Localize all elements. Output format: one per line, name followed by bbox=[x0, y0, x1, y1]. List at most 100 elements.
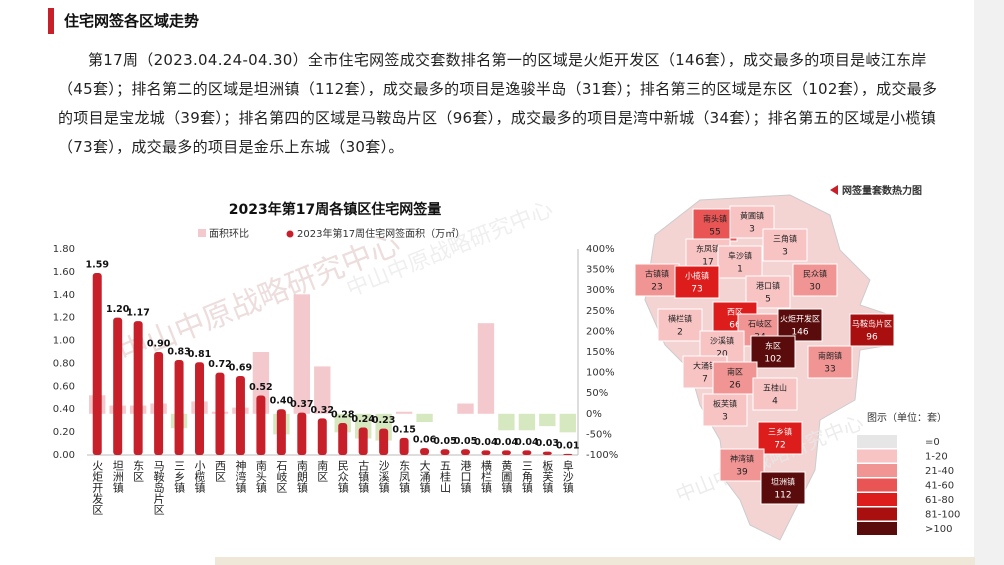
chart-title: 2023年第17周各镇区住宅网签量 bbox=[229, 201, 441, 218]
summary-paragraph: 第17周（2023.04.24-04.30）全市住宅网签成交套数排名第一的区域是… bbox=[58, 51, 938, 156]
x-tick-label: 东凤镇 bbox=[398, 460, 411, 494]
area-bar bbox=[113, 317, 123, 455]
map-title: 网签量套数热力图 bbox=[842, 184, 922, 197]
region-name: 南区 bbox=[727, 367, 743, 377]
region-name: 马鞍岛片区 bbox=[852, 319, 892, 329]
value-label: 0.05 bbox=[454, 436, 477, 447]
legend-bin-label: 61-80 bbox=[925, 495, 954, 506]
legend-bin-label: 1-20 bbox=[925, 452, 948, 463]
value-label: 0.83 bbox=[167, 347, 190, 358]
region-value: 4 bbox=[772, 397, 778, 407]
y2-tick-label: 150% bbox=[586, 347, 615, 358]
y2-tick-label: -100% bbox=[586, 450, 618, 461]
map-region bbox=[807, 345, 853, 379]
region-name: 阜沙镇 bbox=[728, 251, 752, 261]
map-region bbox=[712, 361, 758, 395]
area-bar bbox=[297, 412, 307, 455]
area-bar bbox=[338, 422, 348, 455]
area-bar bbox=[317, 418, 327, 455]
value-label: 0.90 bbox=[147, 339, 171, 350]
x-tick-label: 民众镇 bbox=[336, 460, 349, 494]
ratio-bar bbox=[293, 294, 310, 414]
map-region bbox=[752, 377, 798, 411]
x-tick-label: 三乡镇 bbox=[173, 460, 186, 494]
map-region bbox=[849, 313, 895, 347]
y2-tick-label: 300% bbox=[586, 285, 615, 296]
region-value: 3 bbox=[749, 225, 755, 235]
y2-tick-label: 100% bbox=[586, 368, 615, 379]
area-bar bbox=[460, 449, 470, 455]
map-title-icon bbox=[830, 185, 838, 195]
region-value: 39 bbox=[736, 468, 748, 478]
x-tick-label: 沙溪镇 bbox=[377, 460, 390, 494]
value-label: 0.03 bbox=[536, 438, 559, 449]
region-name: 东区 bbox=[765, 341, 781, 351]
y-tick-label: 1.20 bbox=[53, 313, 75, 324]
legend-bin bbox=[857, 507, 897, 521]
legend-bin bbox=[857, 435, 897, 448]
ratio-bar bbox=[416, 413, 433, 423]
region-name: 西区 bbox=[727, 308, 743, 317]
area-bar bbox=[522, 450, 532, 455]
region-value: 1 bbox=[737, 265, 743, 275]
value-label: 0.01 bbox=[556, 440, 579, 451]
value-label: 0.23 bbox=[372, 415, 395, 426]
area-bar bbox=[563, 453, 573, 455]
value-label: 1.59 bbox=[86, 260, 109, 271]
region-value: 33 bbox=[824, 365, 835, 375]
x-tick-label: 西区 bbox=[213, 460, 226, 482]
value-label: 0.04 bbox=[515, 437, 539, 448]
x-tick-label: 五桂山 bbox=[439, 460, 452, 493]
area-bar bbox=[501, 450, 511, 455]
y2-tick-label: 50% bbox=[586, 388, 608, 399]
x-tick-label: 黄圃镇 bbox=[500, 459, 513, 494]
legend-bin bbox=[857, 522, 897, 535]
map-region bbox=[792, 263, 838, 297]
y-tick-label: 1.40 bbox=[53, 290, 75, 301]
ratio-bar bbox=[518, 413, 536, 431]
value-label: 0.04 bbox=[474, 437, 498, 448]
value-label: 0.72 bbox=[208, 359, 231, 370]
legend-bin-label: 21-40 bbox=[925, 466, 954, 477]
region-name: 小榄镇 bbox=[685, 271, 709, 281]
y-tick-label: 0.60 bbox=[53, 381, 75, 392]
area-bar bbox=[379, 428, 389, 455]
area-bar bbox=[154, 352, 164, 455]
y-tick-label: 1.00 bbox=[53, 336, 75, 347]
x-tick-label: 坦洲镇 bbox=[111, 459, 124, 494]
x-tick-label: 小榄镇 bbox=[193, 460, 206, 494]
x-tick-label: 港口镇 bbox=[459, 460, 472, 494]
ratio-bar bbox=[539, 413, 556, 427]
legend-bin bbox=[857, 464, 897, 477]
region-value: 3 bbox=[722, 413, 728, 423]
x-tick-label: 三角镇 bbox=[520, 460, 533, 494]
ratio-bar bbox=[457, 403, 474, 414]
region-name: 三角镇 bbox=[773, 234, 797, 244]
area-bar bbox=[215, 372, 225, 455]
region-name: 石岐区 bbox=[748, 319, 772, 329]
x-tick-label: 板芙镇 bbox=[541, 459, 554, 494]
y2-tick-label: 200% bbox=[586, 326, 615, 337]
x-tick-label: 大涌镇 bbox=[418, 459, 431, 494]
legend-bin bbox=[857, 478, 897, 492]
region-value: 20 bbox=[716, 350, 728, 360]
legend-bin-label: =0 bbox=[925, 437, 940, 448]
value-label: 0.52 bbox=[249, 382, 272, 393]
region-value: 2 bbox=[677, 328, 683, 338]
area-bar bbox=[276, 409, 286, 455]
y-tick-label: 1.60 bbox=[53, 267, 75, 278]
x-tick-label: 东区 bbox=[132, 460, 145, 482]
ratio-bar bbox=[559, 413, 576, 433]
value-label: 0.69 bbox=[229, 363, 252, 374]
x-tick-label: 南朗镇 bbox=[295, 460, 308, 494]
region-name: 民众镇 bbox=[803, 269, 827, 279]
legend-bin bbox=[857, 493, 897, 506]
value-label: 1.20 bbox=[106, 304, 130, 315]
region-value: 102 bbox=[764, 355, 781, 365]
legend-bin-label: 81-100 bbox=[925, 510, 960, 521]
value-label: 0.28 bbox=[331, 409, 355, 420]
map-legend-title: 图示（单位：套） bbox=[867, 411, 947, 424]
area-bar bbox=[256, 395, 266, 455]
region-name: 古镇镇 bbox=[645, 269, 669, 279]
area-bar bbox=[174, 360, 184, 455]
